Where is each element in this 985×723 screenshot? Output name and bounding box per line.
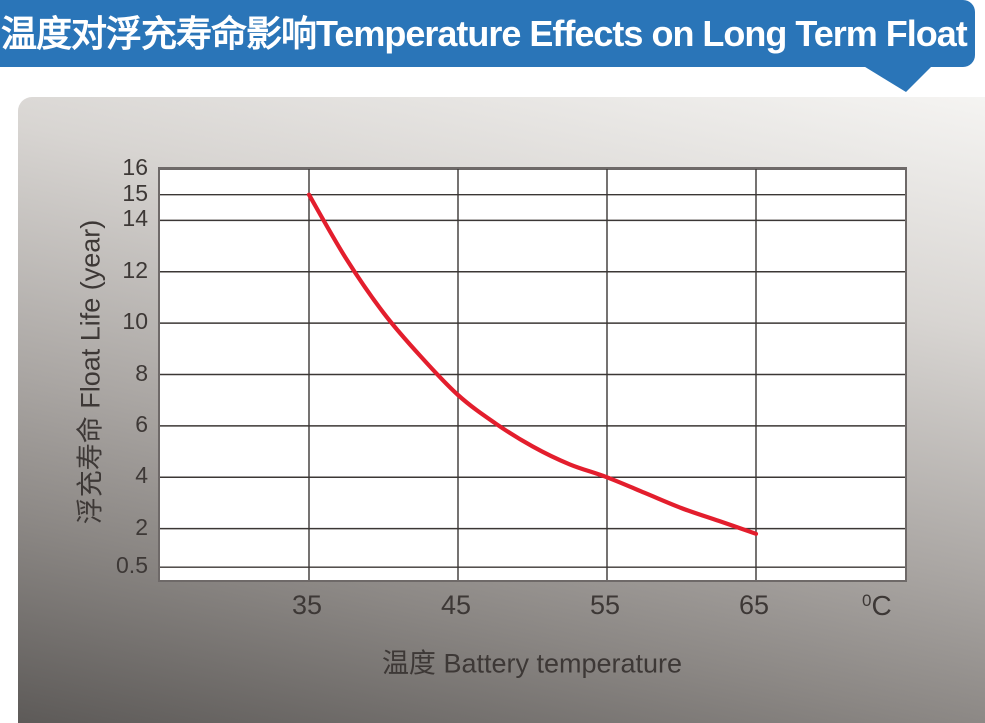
y-tick-label: 8 (135, 359, 148, 386)
y-tick-label: 16 (122, 154, 148, 180)
x-tick-label: 45 (440, 590, 472, 620)
plot-area (158, 167, 907, 582)
x-tick-label: 35 (291, 590, 323, 620)
x-tick-label: 65 (738, 590, 770, 620)
banner-tail-pointer (857, 62, 936, 92)
x-unit-superscript: 0 (862, 591, 872, 610)
title-banner: 温度对浮充寿命影响Temperature Effects on Long Ter… (0, 0, 985, 67)
y-axis-title: 浮充寿命 Float Life (year) (75, 219, 106, 525)
grid-lines (160, 169, 905, 580)
x-unit-base: C (871, 590, 892, 621)
x-axis-unit-label: 0C (862, 592, 892, 620)
y-tick-label: 10 (122, 308, 148, 335)
banner-tail-shape (857, 62, 936, 92)
y-tick-label: 2 (135, 513, 148, 540)
x-axis-title: 温度 Battery temperature (381, 648, 683, 679)
y-tick-label: 15 (122, 179, 148, 206)
x-tick-label: 55 (589, 590, 621, 620)
page-title: 温度对浮充寿命影响Temperature Effects on Long Ter… (1, 12, 985, 54)
y-tick-label: 0.5 (116, 552, 148, 579)
y-tick-label: 4 (135, 462, 148, 489)
float-life-curve (306, 192, 759, 536)
y-tick-label: 12 (122, 256, 148, 283)
y-tick-label: 14 (122, 205, 148, 232)
y-tick-label: 6 (135, 410, 148, 437)
